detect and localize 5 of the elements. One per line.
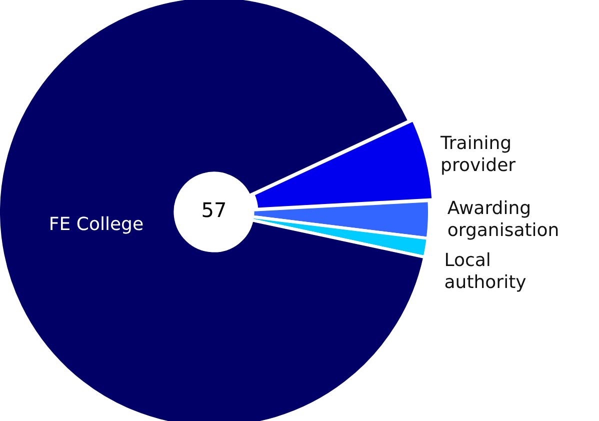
slice-label: Training provider xyxy=(440,133,516,176)
slice-label: FE College xyxy=(48,214,144,236)
slice-label: Local authority xyxy=(444,250,527,293)
text: 57 xyxy=(201,198,227,222)
slice-label: Awarding organisation xyxy=(447,198,560,241)
